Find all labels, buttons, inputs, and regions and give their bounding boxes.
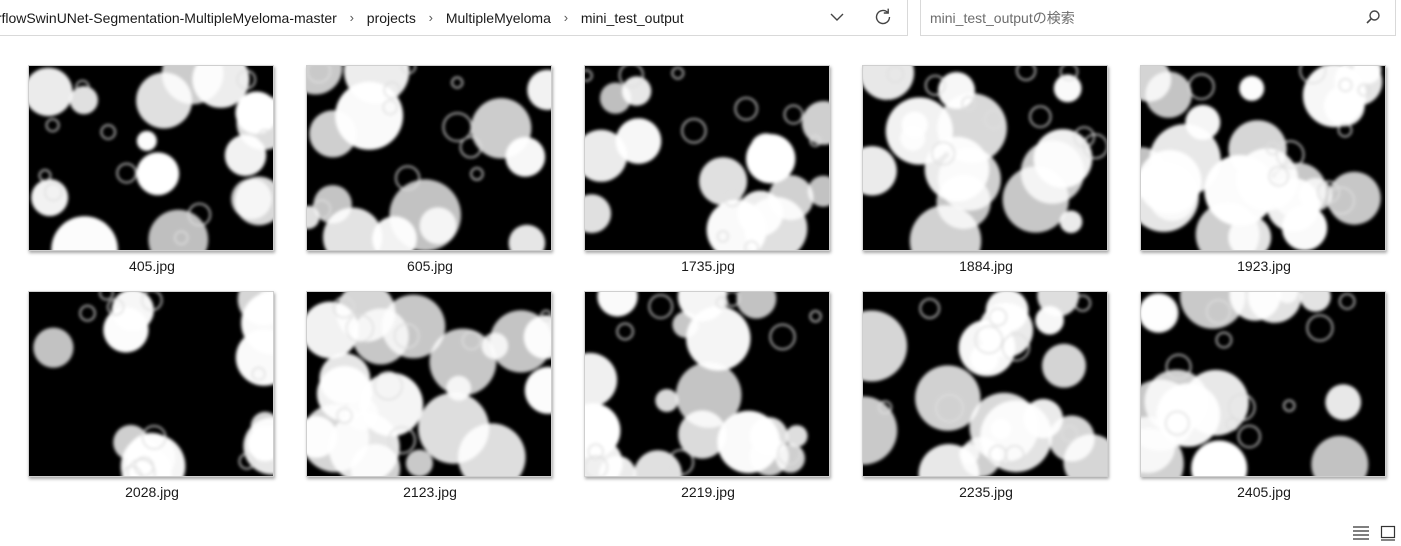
image-thumbnail: [584, 65, 830, 251]
file-name: 405.jpg: [28, 258, 276, 274]
search-box[interactable]: [920, 0, 1396, 36]
file-grid: 405.jpg 605.jpg 1735.jpg 1884.jpg 1923.j…: [0, 37, 1401, 517]
breadcrumb: orflowSwinUNet-Segmentation-MultipleMyel…: [0, 0, 688, 35]
breadcrumb-item-projects[interactable]: projects: [363, 10, 420, 26]
file-name: 2219.jpg: [584, 484, 832, 500]
file-tile[interactable]: 1735.jpg: [584, 65, 832, 285]
toolbar: orflowSwinUNet-Segmentation-MultipleMyel…: [0, 0, 1401, 37]
image-thumbnail: [1140, 291, 1386, 477]
file-name: 2405.jpg: [1140, 484, 1388, 500]
image-thumbnail: [1140, 65, 1386, 251]
file-tile[interactable]: 2123.jpg: [306, 291, 554, 511]
file-name: 605.jpg: [306, 258, 554, 274]
file-name: 2123.jpg: [306, 484, 554, 500]
file-tile[interactable]: 2405.jpg: [1140, 291, 1388, 511]
image-thumbnail: [584, 291, 830, 477]
file-tile[interactable]: 605.jpg: [306, 65, 554, 285]
file-tile[interactable]: 1884.jpg: [862, 65, 1110, 285]
search-input[interactable]: [930, 0, 1350, 35]
file-name: 2028.jpg: [28, 484, 276, 500]
details-view-icon[interactable]: [1352, 525, 1370, 541]
image-thumbnail: [862, 291, 1108, 477]
image-thumbnail: [862, 65, 1108, 251]
large-icons-view-icon[interactable]: [1380, 525, 1396, 541]
image-thumbnail: [306, 291, 552, 477]
file-name: 2235.jpg: [862, 484, 1110, 500]
file-name: 1884.jpg: [862, 258, 1110, 274]
file-name: 1735.jpg: [584, 258, 832, 274]
search-icon[interactable]: [1363, 7, 1383, 27]
breadcrumb-separator-icon[interactable]: ›: [555, 10, 577, 25]
image-thumbnail: [28, 65, 274, 251]
file-name: 1923.jpg: [1140, 258, 1388, 274]
file-tile[interactable]: 2235.jpg: [862, 291, 1110, 511]
image-thumbnail: [306, 65, 552, 251]
chevron-down-icon[interactable]: [826, 6, 848, 28]
file-tile[interactable]: 405.jpg: [28, 65, 276, 285]
status-bar: [0, 517, 1401, 545]
file-tile[interactable]: 2028.jpg: [28, 291, 276, 511]
address-bar[interactable]: orflowSwinUNet-Segmentation-MultipleMyel…: [0, 0, 908, 36]
refresh-icon[interactable]: [871, 5, 895, 29]
breadcrumb-separator-icon[interactable]: ›: [420, 10, 442, 25]
breadcrumb-separator-icon[interactable]: ›: [341, 10, 363, 25]
breadcrumb-item-multiplemyeloma[interactable]: MultipleMyeloma: [442, 10, 555, 26]
image-thumbnail: [28, 291, 274, 477]
breadcrumb-item-root[interactable]: orflowSwinUNet-Segmentation-MultipleMyel…: [0, 10, 341, 26]
file-tile[interactable]: 2219.jpg: [584, 291, 832, 511]
breadcrumb-item-current[interactable]: mini_test_output: [577, 10, 688, 26]
file-tile[interactable]: 1923.jpg: [1140, 65, 1388, 285]
